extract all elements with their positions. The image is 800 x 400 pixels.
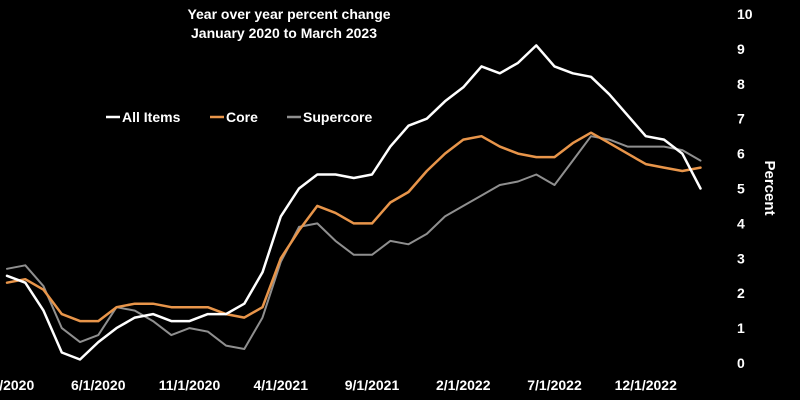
x-tick-label: 6/1/2020 — [71, 377, 126, 393]
y-tick-label: 1 — [737, 320, 745, 336]
y-tick-label: 4 — [737, 215, 745, 231]
y-tick-label: 5 — [737, 181, 745, 197]
y-tick-label: 9 — [737, 41, 745, 57]
chart-legend: All Items Core Supercore — [106, 109, 372, 125]
y-tick-label: 2 — [737, 285, 745, 301]
x-tick-label: 12/1/2022 — [615, 377, 677, 393]
y-axis-label: Percent — [761, 160, 778, 215]
y-tick-label: 0 — [737, 355, 745, 371]
series-line-core — [5, 131, 702, 323]
x-tick-label: 1/1/2020 — [0, 377, 34, 393]
legend-label-supercore: Supercore — [303, 109, 372, 125]
y-tick-label: 8 — [737, 76, 745, 92]
y-tick-label: 3 — [737, 250, 745, 266]
x-tick-label: 9/1/2021 — [345, 377, 400, 393]
x-tick-label: 2/1/2022 — [436, 377, 491, 393]
x-axis-ticks: 1/1/2020 6/1/2020 11/1/2020 4/1/2021 9/1/202… — [0, 377, 677, 393]
chart-title-line-1: Year over year percent change — [187, 6, 390, 22]
x-tick-label: 4/1/2021 — [254, 377, 309, 393]
y-tick-label: 7 — [737, 111, 745, 127]
y-tick-label: 6 — [737, 146, 745, 162]
x-tick-label: 11/1/2020 — [159, 377, 221, 393]
y-axis-ticks: 0 1 2 3 4 5 6 7 8 9 10 — [737, 6, 753, 371]
series-layer — [5, 44, 702, 361]
chart-title-line-2: January 2020 to March 2023 — [191, 25, 377, 41]
y-tick-label: 10 — [737, 6, 753, 22]
series-line-supercore — [6, 135, 702, 350]
x-tick-label: 7/1/2022 — [527, 377, 582, 393]
legend-label-all-items: All Items — [122, 109, 181, 125]
series-line-all-items — [5, 44, 702, 361]
legend-label-core: Core — [226, 109, 258, 125]
